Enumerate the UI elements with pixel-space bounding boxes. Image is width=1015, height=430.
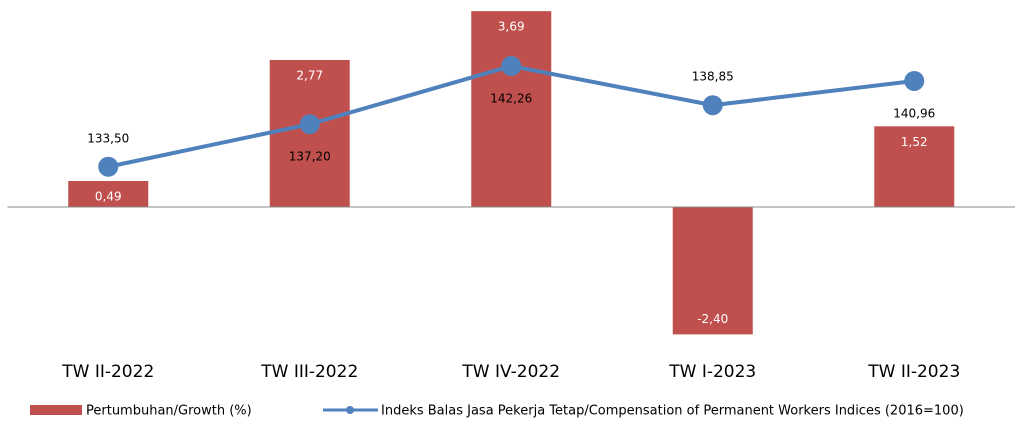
line-value-label: 137,20 (289, 150, 331, 164)
x-tick-label: TW II-2023 (867, 362, 960, 382)
legend-swatch (30, 405, 82, 415)
x-tick-label: TW I-2023 (668, 362, 756, 382)
legend-label: Pertumbuhan/Growth (%) (86, 404, 252, 419)
line-marker (904, 70, 925, 91)
bar (68, 180, 149, 207)
line-value-label: 142,26 (490, 92, 532, 106)
line-marker (501, 56, 522, 77)
x-tick-label: TW II-2022 (61, 362, 154, 382)
bar (471, 11, 552, 208)
bar (874, 126, 955, 207)
line-value-label: 138,85 (692, 70, 734, 84)
bar (672, 207, 753, 335)
legend-label: Indeks Balas Jasa Pekerja Tetap/Compensa… (381, 404, 964, 419)
legend-marker (346, 406, 354, 414)
line-value-label: 133,50 (87, 131, 129, 145)
line-marker (299, 114, 320, 135)
line-marker (98, 156, 119, 177)
line-marker (702, 95, 723, 116)
bar-value-label: 0,49 (95, 189, 122, 203)
x-tick-label: TW IV-2022 (461, 362, 560, 382)
bar-value-label: 1,52 (901, 135, 928, 149)
line-value-label: 140,96 (893, 106, 935, 120)
bar-value-label: -2,40 (697, 312, 728, 326)
bar-value-label: 3,69 (498, 20, 525, 34)
bar-value-label: 2,77 (296, 68, 323, 82)
x-tick-label: TW III-2022 (260, 362, 358, 382)
